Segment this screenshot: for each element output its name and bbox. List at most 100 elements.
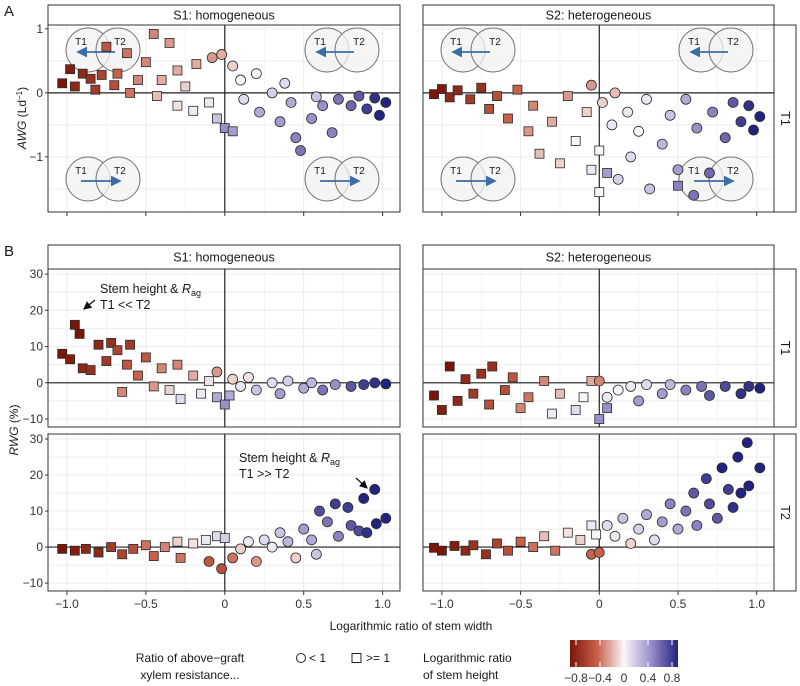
- data-point-square: [148, 29, 159, 39]
- row-strip-box: [773, 24, 797, 213]
- data-point-square: [452, 396, 463, 406]
- data-point-square: [69, 545, 80, 556]
- legend-shape-title-1: Ratio of above−graft: [136, 651, 245, 665]
- column-strip-box: [422, 244, 775, 270]
- data-point-square: [512, 84, 523, 95]
- data-point-circle: [369, 92, 381, 104]
- y-tick-label: 20: [30, 303, 44, 317]
- data-point-square: [602, 403, 613, 414]
- data-point-square: [57, 543, 68, 554]
- data-point-circle: [333, 93, 344, 105]
- data-point-circle: [641, 509, 652, 521]
- tree-pair-bottom-left-icon: T1 T2: [65, 156, 141, 202]
- data-point-circle: [326, 127, 338, 138]
- row-strip-box: [773, 268, 797, 428]
- data-point-square: [133, 75, 143, 85]
- data-point-circle: [664, 109, 676, 121]
- x-tick-label: −0.5: [134, 597, 158, 611]
- data-point-square: [539, 531, 550, 542]
- data-point-circle: [279, 77, 291, 89]
- tree-pair-top-left-icon: T1 T2: [440, 27, 516, 73]
- tree-t2-label: T2: [114, 37, 126, 48]
- tree-t2-circle-icon: [708, 27, 754, 73]
- data-point-circle: [732, 451, 744, 463]
- data-point-circle: [333, 530, 344, 542]
- tree-pair-top-right-icon: T1 T2: [304, 27, 380, 73]
- tree-t1-label: T1: [450, 37, 462, 48]
- data-point-square: [106, 338, 117, 348]
- data-point-square: [85, 365, 96, 376]
- data-point-circle: [704, 167, 715, 179]
- y-tick-label: 10: [30, 504, 44, 518]
- data-point-circle: [586, 79, 597, 91]
- data-point-circle: [716, 462, 728, 474]
- data-point-square: [57, 78, 68, 89]
- data-point-square: [484, 399, 495, 410]
- data-point-square: [429, 390, 439, 401]
- data-point-circle: [282, 375, 294, 387]
- data-point-circle: [735, 116, 747, 128]
- data-point-square: [211, 392, 222, 403]
- data-point-circle: [741, 437, 753, 449]
- row-strip-box: [773, 433, 797, 592]
- tree-t1-label: T1: [314, 37, 326, 48]
- data-point-circle: [754, 111, 766, 122]
- y-tick-label: 20: [30, 468, 44, 482]
- row-strip-label: T2: [778, 505, 792, 520]
- data-point-circle: [727, 97, 739, 108]
- legend-color-title-2: of stem height: [423, 668, 499, 682]
- data-point-square: [562, 91, 573, 101]
- data-point-square: [555, 158, 565, 169]
- data-point-circle: [641, 379, 652, 391]
- data-point-square: [449, 541, 460, 551]
- y-tick-label: 0: [36, 376, 43, 390]
- data-point-square: [140, 352, 151, 363]
- data-point-square: [523, 392, 534, 403]
- data-point-circle: [656, 138, 668, 150]
- data-point-square: [159, 542, 170, 552]
- data-point-circle: [727, 502, 739, 513]
- data-point-circle: [597, 97, 608, 108]
- data-point-square: [188, 538, 199, 549]
- data-point-square: [85, 73, 96, 84]
- tree-t2-circle-icon: [95, 156, 141, 202]
- data-point-circle: [266, 541, 278, 553]
- annotation-line-1: Stem height & Rag: [100, 282, 201, 298]
- data-point-square: [219, 533, 230, 543]
- data-point-circle: [216, 49, 228, 60]
- data-point-square: [117, 386, 128, 397]
- data-point-square: [188, 105, 199, 116]
- data-point-square: [581, 107, 592, 117]
- panel-A_S2: T1 T2 T1 T2 T1 T2 T1 T2: [422, 24, 775, 216]
- data-point-circle: [274, 116, 286, 128]
- data-point-circle: [250, 556, 262, 567]
- annotation-line-2: T1 >> T2: [239, 467, 290, 481]
- data-point-square: [523, 126, 534, 137]
- data-point-circle: [295, 145, 306, 156]
- data-point-circle: [274, 527, 286, 539]
- tree-t2-label: T2: [353, 166, 365, 177]
- data-point-square: [125, 87, 135, 98]
- data-point-circle: [672, 523, 684, 535]
- data-point-square: [575, 534, 586, 545]
- x-tick-label: −1.0: [430, 597, 454, 611]
- data-point-square: [465, 94, 476, 105]
- x-axis-title: Logarithmic ratio of stem width: [330, 619, 493, 633]
- data-point-circle: [664, 498, 676, 510]
- x-tick-label: 1.0: [374, 597, 391, 611]
- data-point-square: [476, 82, 487, 93]
- data-point-square: [128, 543, 139, 554]
- data-point-square: [219, 399, 230, 410]
- data-point-circle: [633, 125, 645, 137]
- data-point-square: [96, 70, 107, 80]
- data-point-square: [93, 547, 104, 558]
- tree-t1-label: T1: [314, 166, 326, 177]
- legend-square-icon: [351, 653, 362, 663]
- tree-t1-label: T1: [688, 166, 700, 177]
- column-strip-box: [47, 4, 401, 26]
- data-point-square: [175, 552, 186, 563]
- data-point-square: [140, 57, 151, 68]
- data-point-square: [547, 408, 557, 419]
- y-tick-label: 0: [36, 86, 43, 100]
